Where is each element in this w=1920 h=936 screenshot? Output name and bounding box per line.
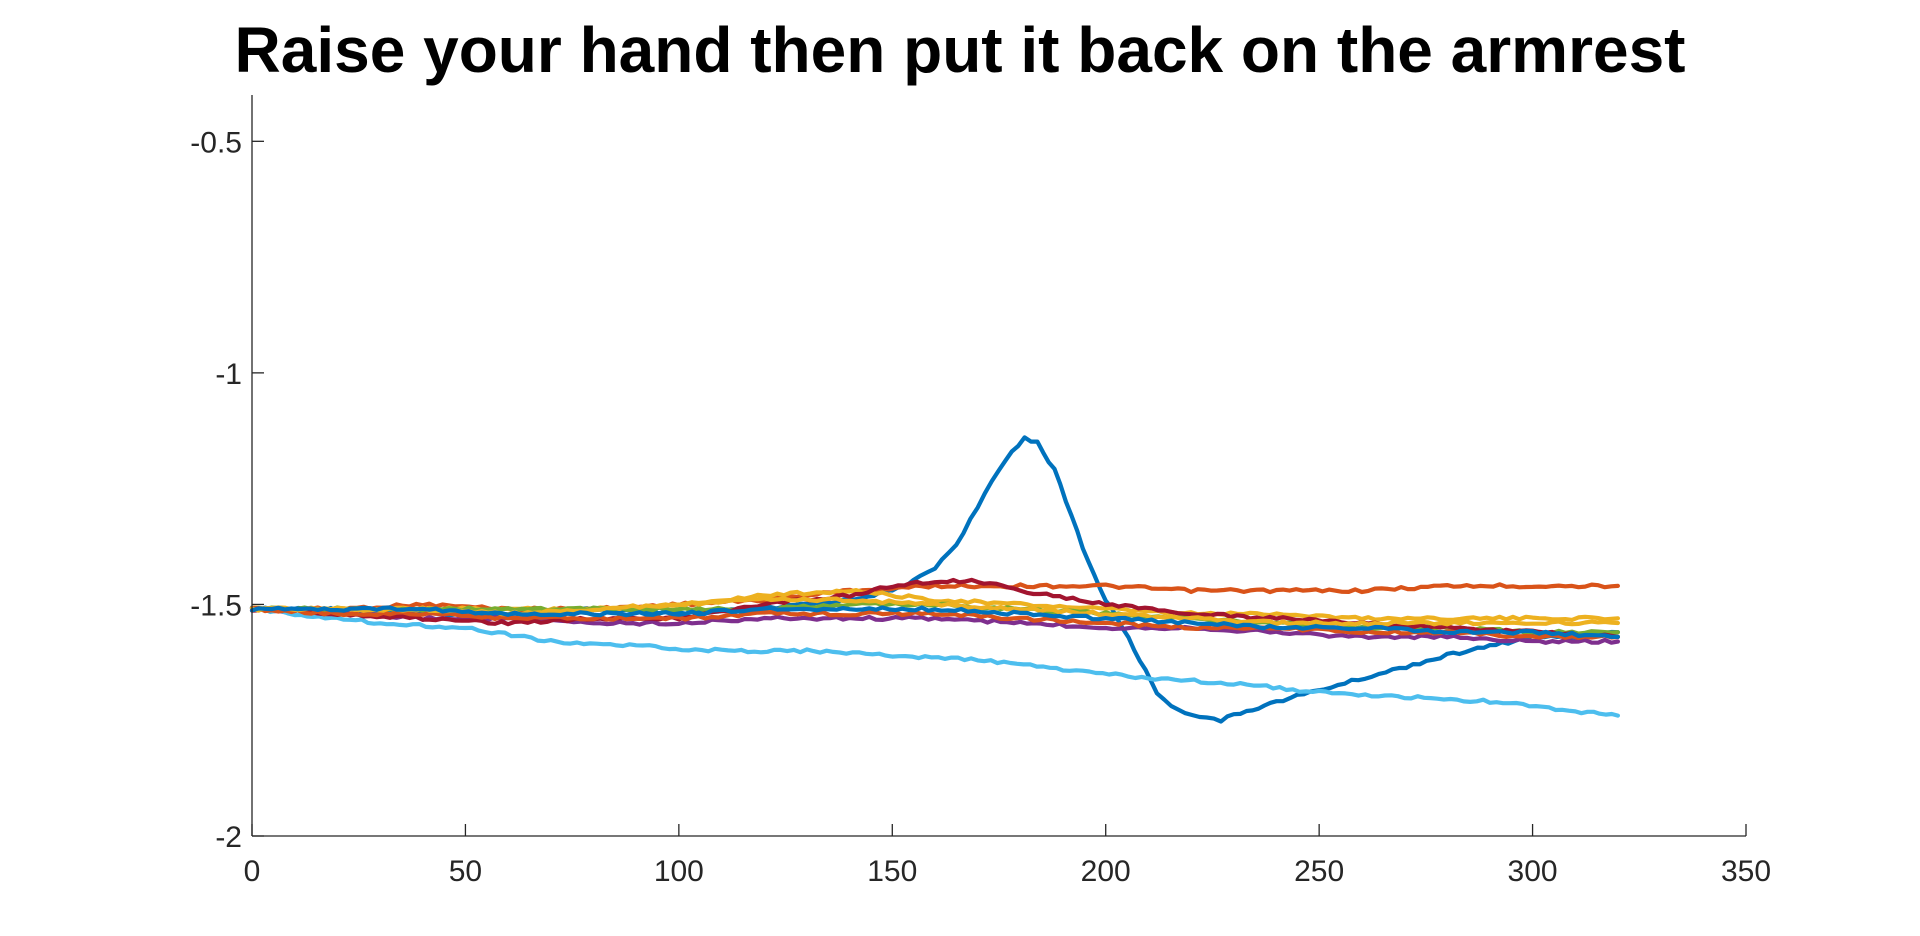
x-tick-label: 150 [867, 855, 917, 888]
series-line-2 [249, 582, 1621, 613]
axes-layer: 0 50 100 150 200 250 300 350 -2 -1.5 -1 -0.5 [190, 95, 1771, 888]
x-tick-label: 250 [1294, 855, 1344, 888]
x-tick-label: 100 [654, 855, 704, 888]
series-layer [249, 435, 1621, 724]
series-line-1 [249, 435, 1621, 724]
y-tick-label: -1 [215, 358, 242, 391]
x-tick-label: 300 [1508, 855, 1558, 888]
x-tick-label: 200 [1081, 855, 1131, 888]
series-line-8 [249, 605, 1621, 641]
x-tick-label: 50 [449, 855, 482, 888]
series-line-6 [249, 605, 1621, 718]
y-tick-label: -2 [215, 821, 242, 854]
series-line-10 [249, 605, 1621, 640]
x-tick-label: 350 [1721, 855, 1771, 888]
y-tick-label: -1.5 [190, 589, 242, 622]
x-tick-label: 0 [244, 855, 261, 888]
y-tick-label: -0.5 [190, 126, 242, 159]
chart-title: Raise your hand then put it back on the … [234, 14, 1686, 86]
